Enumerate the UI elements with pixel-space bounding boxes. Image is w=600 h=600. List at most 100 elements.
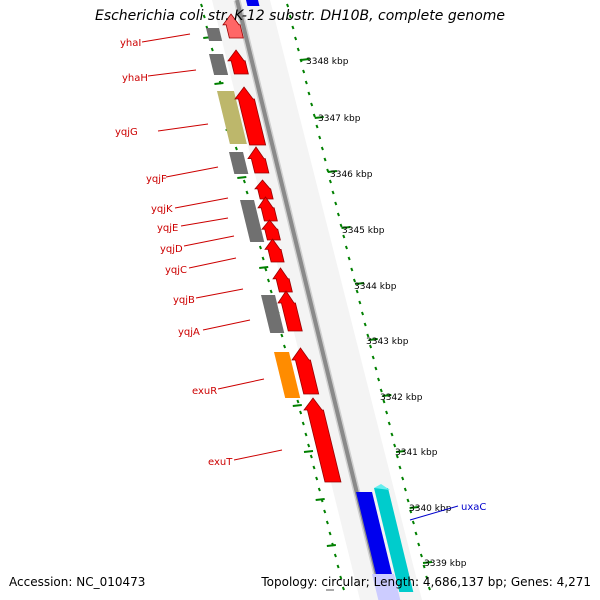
gene-label: yqjF [146,174,167,185]
kbp-tick-label: 3342 kbp [380,393,423,403]
gene-label: yhaI [120,38,141,49]
cds-arrow [227,49,249,75]
major-tick [341,226,351,229]
gene-label: exuR [192,386,217,397]
inner-tick-trail [264,267,268,272]
outer-tick-trail [401,476,405,481]
outer-tick-trail [395,454,399,459]
gene-label: yqjC [165,265,187,276]
inner-tick-trail [245,190,249,195]
inner-tick-trail [261,256,265,261]
inner-tick-trail [280,333,284,338]
major-tick [395,450,406,453]
major-tick [409,506,419,509]
kbp-tick-label: 3343 kbp [366,337,409,347]
outer-tick-trail [385,410,389,415]
outer-tick-trail [291,25,295,30]
gene-label-leader [195,288,244,299]
outer-tick-trail [286,3,290,8]
gene-label-leader [147,69,197,77]
outer-tick-trail [366,333,370,338]
cds-arrow [303,397,342,483]
cds-arrow [291,347,320,395]
outer-tick-trail [360,311,365,316]
cds-arrow [234,86,267,146]
inner-major-tick [259,266,269,269]
kbp-tick-label: 3344 kbp [354,282,397,292]
backbone-band [212,0,422,600]
outer-tick-trail [307,91,311,96]
inner-tick-trail [266,278,271,283]
outer-tick-trail [414,531,418,536]
outer-tick-trail [409,509,413,514]
gene-feature-orange [274,352,301,398]
gene-feature-olive [217,91,247,144]
inner-tick-trail [202,14,206,19]
summary-text: Topology: circular; Length: 4,686,137 bp… [261,575,591,589]
gene-label-leader [165,166,219,178]
outer-tick-trail [350,267,354,272]
outer-tick-trail [342,234,346,239]
inner-major-tick [315,498,325,501]
outer-tick-trail [419,553,423,558]
cds-arrow [261,219,281,241]
gene-label-leader [202,319,251,331]
outer-tick-trail [334,201,338,206]
outer-tick-trail [382,399,386,404]
outer-tick-trail [377,377,381,382]
inner-tick-trail [317,487,321,492]
cds-arrow [277,290,303,332]
gene-label: exuT [208,457,233,468]
outer-tick-trail [403,487,407,492]
inner-tick-trail [301,421,305,426]
cds-arrow [264,238,285,263]
outer-tick-trail [336,212,340,217]
gene-label-leader [157,123,209,132]
outer-tick-trail [344,245,348,250]
gene-feature-gray [206,28,223,41]
inner-tick-trail [258,245,262,250]
outer-tick-trail [411,520,415,525]
outer-tick-trail [369,344,373,349]
outer-tick-trail [393,443,397,448]
inner-major-tick [326,544,336,547]
outer-tick-trail [390,432,394,437]
gene-label: uxaC [461,502,486,513]
inner-tick-trail [242,179,246,184]
gene-label-leader [233,449,283,461]
inner-tick-trail [210,47,214,52]
cds-arrow [222,13,244,39]
gene-label-leader [180,217,229,227]
gene-label-leader [409,505,459,521]
gene-label-leader [217,378,265,390]
inner-tick-trail [339,575,343,580]
outer-tick-trail [358,300,362,305]
inner-tick-trail [304,432,308,437]
major-tick [382,394,392,397]
map-title: Escherichia coli str. K-12 substr. DH10B… [94,8,506,24]
gene-feature-cyan [374,488,414,592]
gene-label-leader [141,33,191,43]
outer-tick-trail [294,36,298,41]
outer-tick-trail [352,278,357,283]
gene-feature-blue [356,492,392,574]
outer-tick-trail [315,124,319,129]
inner-tick-trail [200,3,204,8]
outer-tick-trail [318,135,322,140]
kbp-tick-label: 3345 kbp [342,226,385,236]
gene-feature-gray [261,295,285,333]
outer-tick-trail [398,465,402,470]
gene-label-leader [188,257,237,269]
inner-tick-trail [309,454,313,459]
outer-tick-trail [312,113,316,118]
outer-tick-trail [427,586,431,591]
inner-tick-trail [269,289,273,294]
outer-tick-trail [328,179,332,184]
kbp-tick-label: 3341 kbp [395,448,438,458]
inner-tick-trail [315,476,319,481]
gene-label: yqjG [115,127,138,138]
outer-tick-trail [363,322,367,327]
outer-tick-trail [422,564,426,569]
outer-tick-trail [331,190,335,195]
